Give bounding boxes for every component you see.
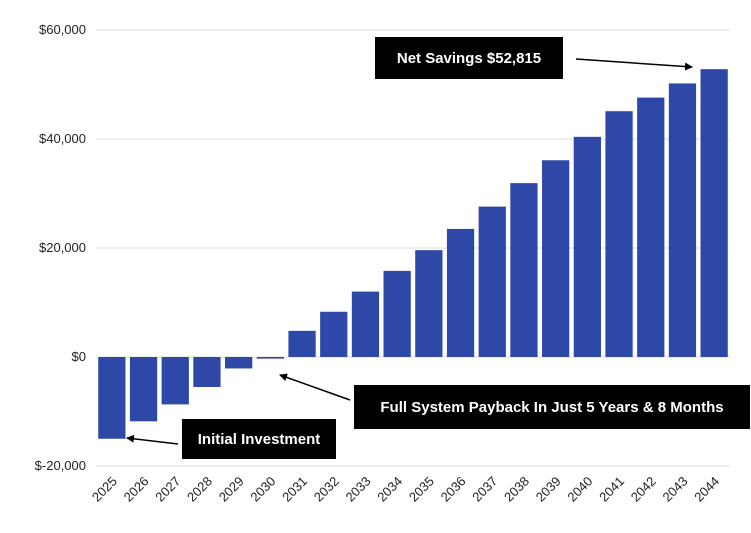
payback-callout: Full System Payback In Just 5 Years & 8 … <box>354 385 750 429</box>
x-tick-label: 2025 <box>89 474 120 505</box>
x-tick-label: 2034 <box>374 474 405 505</box>
bar-2040 <box>573 136 601 357</box>
bar-2041 <box>605 111 633 357</box>
net-savings-arrow <box>575 58 693 71</box>
bar-2027 <box>161 357 189 405</box>
x-tick-label: 2031 <box>279 474 310 505</box>
bar-2044 <box>700 69 728 357</box>
x-tick-label: 2036 <box>438 474 469 505</box>
bar-2026 <box>129 357 158 422</box>
bar-2036 <box>446 228 475 357</box>
payback-arrow <box>279 373 351 401</box>
bar-2035 <box>415 250 443 357</box>
net-savings-callout: Net Savings $52,815 <box>375 37 563 79</box>
x-axis-tick-labels: 2025 2026 2027 2028 2029 2030 2031 2032 2033 2034… <box>89 474 722 505</box>
bar-2025 <box>98 357 126 439</box>
x-tick-label: 2027 <box>152 474 183 505</box>
bar-2037 <box>478 206 506 357</box>
bar-2039 <box>542 160 570 357</box>
bar-2032 <box>320 311 348 357</box>
bar-2030 <box>256 357 284 359</box>
bar-2029 <box>225 357 253 369</box>
x-tick-label: 2037 <box>469 474 500 505</box>
initial-investment-arrow <box>126 434 179 445</box>
x-tick-label: 2028 <box>184 474 215 505</box>
bar-2033 <box>351 291 380 357</box>
y-tick-label: $-20,000 <box>35 458 86 473</box>
bars <box>98 69 728 439</box>
bar-2034 <box>383 270 411 357</box>
x-tick-label: 2038 <box>501 474 532 505</box>
x-tick-label: 2033 <box>343 474 374 505</box>
x-tick-label: 2043 <box>660 474 691 505</box>
x-tick-label: 2026 <box>121 474 152 505</box>
y-axis-tick-labels: $-20,000 $0 $20,000 $40,000 $60,000 <box>35 22 86 473</box>
y-tick-label: $40,000 <box>39 131 86 146</box>
bar-2028 <box>193 357 221 387</box>
x-tick-label: 2040 <box>564 474 595 505</box>
y-tick-label: $20,000 <box>39 240 86 255</box>
x-tick-label: 2044 <box>691 474 722 505</box>
bar-2031 <box>288 330 316 357</box>
annotation-arrows <box>126 58 693 445</box>
y-tick-label: $60,000 <box>39 22 86 37</box>
initial-investment-callout: Initial Investment <box>182 419 336 459</box>
bar-2043 <box>668 83 697 357</box>
x-tick-label: 2029 <box>216 474 247 505</box>
x-tick-label: 2035 <box>406 474 437 505</box>
bar-2042 <box>637 97 665 357</box>
x-tick-label: 2039 <box>533 474 564 505</box>
x-tick-label: 2042 <box>628 474 659 505</box>
y-tick-label: $0 <box>72 349 86 364</box>
x-tick-label: 2030 <box>247 474 278 505</box>
x-tick-label: 2041 <box>596 474 627 505</box>
x-tick-label: 2032 <box>311 474 342 505</box>
bar-2038 <box>510 183 538 357</box>
